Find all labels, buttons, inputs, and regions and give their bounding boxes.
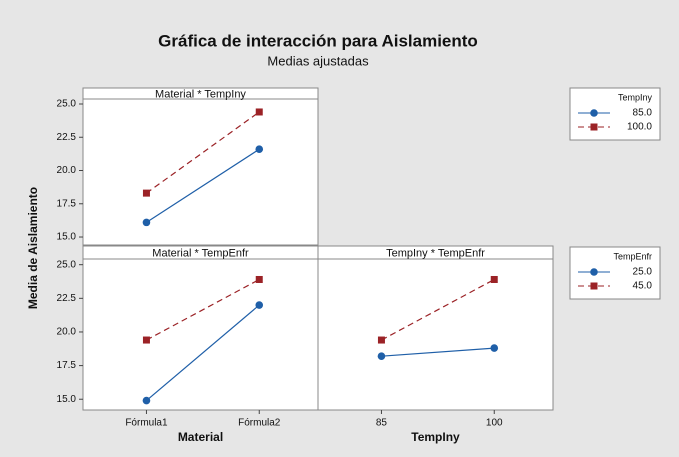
y-tick-label: 15.0 — [57, 232, 77, 243]
series-line — [146, 148, 260, 223]
panel-title: Material * TempEnfr — [152, 247, 249, 259]
panel-header — [82, 87, 319, 100]
y-tick-label: 20.0 — [57, 327, 77, 338]
y-tick-label: 25.0 — [57, 99, 77, 110]
legend-label: 100.0 — [627, 122, 652, 133]
legend-marker — [590, 282, 598, 290]
marker — [490, 275, 498, 283]
legend-box — [569, 87, 661, 141]
marker — [255, 275, 263, 283]
x-tick-label: Fórmula1 — [125, 418, 168, 429]
series-line — [146, 278, 260, 341]
x-tick-label: Fórmula2 — [238, 418, 281, 429]
marker — [255, 108, 263, 116]
y-tick-label: 17.5 — [57, 198, 77, 209]
marker — [142, 218, 151, 227]
legend-label: 25.0 — [633, 267, 653, 278]
legend-box — [569, 246, 661, 300]
y-axis-label: Media de Aislamiento — [26, 187, 40, 309]
legend-title: TempIny — [618, 92, 653, 102]
panel — [317, 245, 554, 411]
panel-header — [317, 245, 554, 260]
x-tick-label: 100 — [486, 418, 503, 429]
marker — [377, 352, 386, 360]
x-tick-label: 85 — [376, 418, 388, 429]
y-tick-label: 25.0 — [57, 259, 77, 270]
marker — [255, 145, 264, 154]
series-line — [146, 111, 260, 194]
marker — [142, 396, 151, 405]
chart-title: Gráfica de interacción para Aislamiento — [158, 31, 478, 50]
x-axis-label: Material — [178, 430, 223, 444]
legend-title: TempEnfr — [613, 251, 652, 261]
y-tick-label: 20.0 — [57, 165, 77, 176]
y-tick-label: 22.5 — [57, 293, 77, 304]
y-tick-label: 17.5 — [57, 360, 77, 371]
panel — [82, 245, 319, 411]
legend-marker — [590, 109, 598, 117]
legend-marker — [590, 123, 598, 131]
marker — [142, 189, 150, 197]
series-line — [381, 278, 495, 341]
legend-label: 45.0 — [633, 281, 653, 292]
panel — [82, 87, 319, 246]
series-line — [146, 304, 260, 402]
marker — [377, 336, 385, 344]
legend-label: 85.0 — [633, 108, 653, 119]
y-tick-label: 15.0 — [57, 394, 77, 405]
panel-title: TempIny * TempEnfr — [386, 247, 485, 259]
x-axis-label: TempIny — [411, 430, 460, 444]
panel-title: Material * TempIny — [155, 88, 246, 100]
chart-subtitle: Medias ajustadas — [267, 53, 369, 68]
legend-marker — [590, 268, 598, 276]
series-line — [381, 347, 495, 357]
y-tick-label: 22.5 — [57, 132, 77, 143]
marker — [142, 336, 150, 344]
marker — [255, 301, 264, 309]
marker — [490, 344, 499, 352]
